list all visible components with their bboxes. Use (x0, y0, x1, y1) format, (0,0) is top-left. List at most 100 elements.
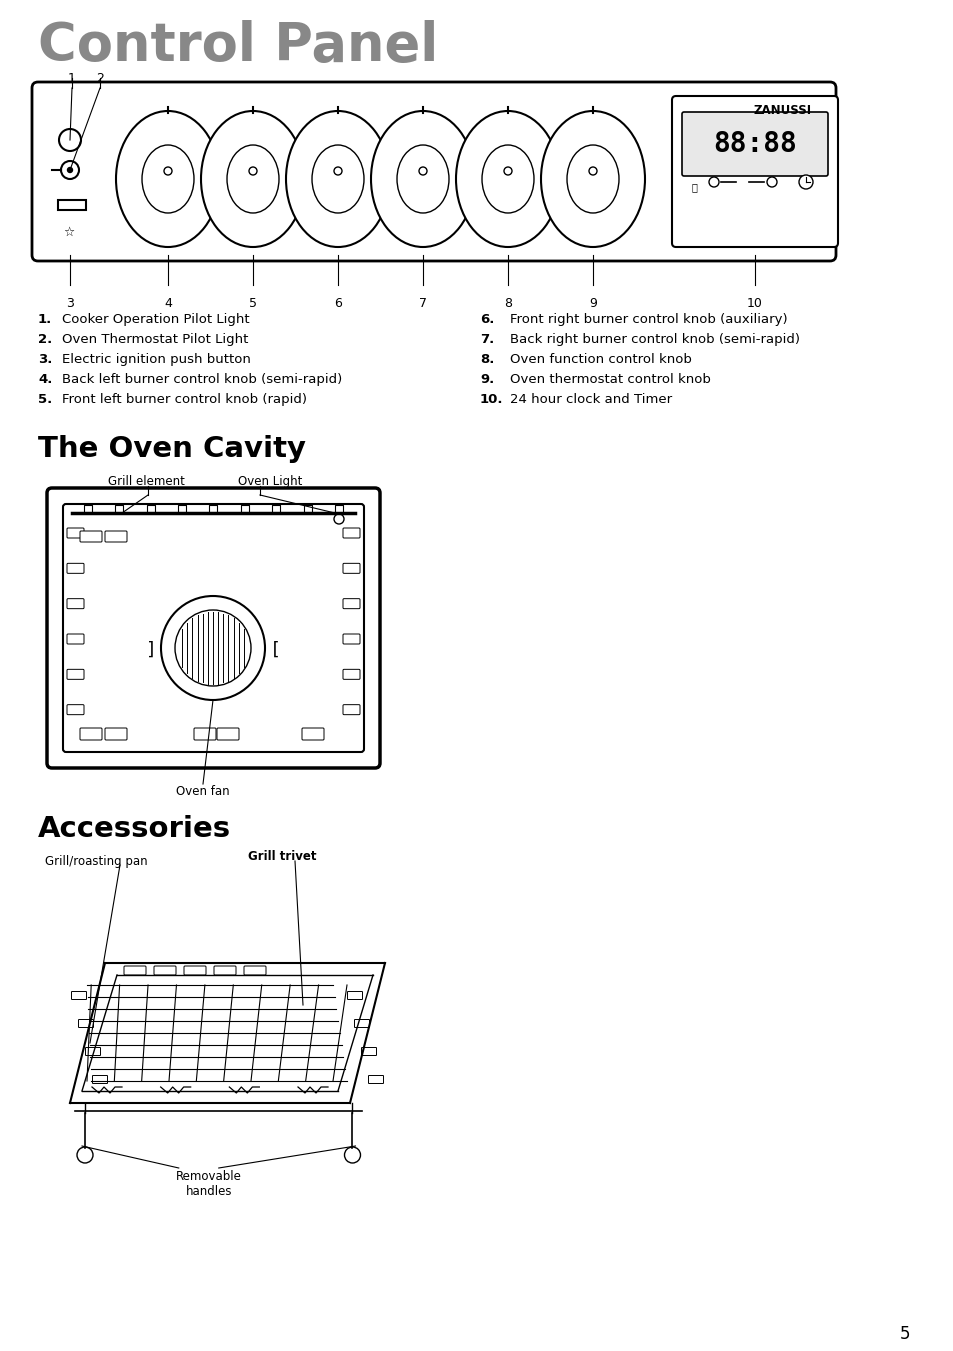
Text: 🔔: 🔔 (690, 182, 697, 192)
Text: Back right burner control knob (semi-rapid): Back right burner control knob (semi-rap… (510, 332, 800, 346)
Text: 4: 4 (164, 297, 172, 309)
Text: 10.: 10. (479, 393, 503, 407)
FancyBboxPatch shape (86, 1047, 100, 1055)
Text: Oven Light: Oven Light (237, 476, 302, 488)
Text: 6.: 6. (479, 313, 494, 326)
FancyBboxPatch shape (80, 728, 102, 740)
Circle shape (503, 168, 512, 176)
Text: Accessories: Accessories (38, 815, 231, 843)
FancyBboxPatch shape (67, 528, 84, 538)
Text: Control Panel: Control Panel (38, 20, 437, 72)
Text: Cooker Operation Pilot Light: Cooker Operation Pilot Light (62, 313, 250, 326)
Text: Back left burner control knob (semi-rapid): Back left burner control knob (semi-rapi… (62, 373, 342, 386)
Text: 24 hour clock and Timer: 24 hour clock and Timer (510, 393, 672, 407)
Circle shape (766, 177, 776, 186)
FancyBboxPatch shape (347, 992, 362, 1000)
Text: 2: 2 (96, 72, 104, 85)
FancyBboxPatch shape (32, 82, 835, 261)
FancyBboxPatch shape (92, 1075, 108, 1084)
FancyBboxPatch shape (67, 669, 84, 680)
Text: 7: 7 (418, 297, 427, 309)
Text: Grill element: Grill element (108, 476, 185, 488)
Text: 1: 1 (68, 72, 76, 85)
Circle shape (334, 513, 344, 524)
FancyBboxPatch shape (184, 966, 206, 975)
FancyBboxPatch shape (343, 669, 359, 680)
Text: 2.: 2. (38, 332, 52, 346)
Circle shape (344, 1147, 360, 1163)
Ellipse shape (116, 111, 220, 247)
Text: ZANUSSI: ZANUSSI (753, 104, 811, 118)
FancyBboxPatch shape (213, 966, 235, 975)
FancyBboxPatch shape (343, 563, 359, 573)
FancyBboxPatch shape (343, 598, 359, 609)
Text: Oven thermostat control knob: Oven thermostat control knob (510, 373, 710, 386)
Circle shape (249, 168, 256, 176)
FancyBboxPatch shape (78, 1020, 93, 1028)
Ellipse shape (201, 111, 305, 247)
Circle shape (418, 168, 427, 176)
Text: ]: ] (146, 640, 156, 659)
Ellipse shape (566, 145, 618, 213)
Text: 9: 9 (588, 297, 597, 309)
Text: Grill/roasting pan: Grill/roasting pan (45, 855, 148, 867)
FancyBboxPatch shape (71, 992, 87, 1000)
Text: 5: 5 (249, 297, 256, 309)
Text: Removable
handles: Removable handles (175, 1170, 241, 1198)
Text: 6: 6 (334, 297, 341, 309)
Circle shape (68, 168, 72, 173)
FancyBboxPatch shape (343, 634, 359, 644)
FancyBboxPatch shape (355, 1020, 369, 1028)
Circle shape (61, 161, 79, 178)
FancyBboxPatch shape (302, 728, 324, 740)
Text: The Oven Cavity: The Oven Cavity (38, 435, 306, 463)
Circle shape (77, 1147, 92, 1163)
Text: 5: 5 (899, 1325, 909, 1343)
FancyBboxPatch shape (368, 1075, 383, 1084)
Ellipse shape (227, 145, 278, 213)
Ellipse shape (456, 111, 559, 247)
FancyBboxPatch shape (244, 966, 266, 975)
Text: 3: 3 (66, 297, 74, 309)
FancyBboxPatch shape (63, 504, 364, 753)
Circle shape (164, 168, 172, 176)
Text: [: [ (270, 640, 280, 659)
Text: ☆: ☆ (63, 226, 74, 239)
Ellipse shape (142, 145, 193, 213)
FancyBboxPatch shape (343, 528, 359, 538)
Ellipse shape (286, 111, 390, 247)
Text: 7.: 7. (479, 332, 494, 346)
Text: 4.: 4. (38, 373, 52, 386)
FancyBboxPatch shape (124, 966, 146, 975)
FancyBboxPatch shape (216, 728, 239, 740)
Text: 8: 8 (503, 297, 512, 309)
FancyBboxPatch shape (105, 531, 127, 542)
FancyBboxPatch shape (343, 705, 359, 715)
Ellipse shape (312, 145, 364, 213)
FancyBboxPatch shape (67, 563, 84, 573)
Bar (58, 200, 86, 209)
Circle shape (174, 611, 251, 686)
Text: 9.: 9. (479, 373, 494, 386)
Text: Oven fan: Oven fan (176, 785, 230, 798)
Circle shape (161, 596, 265, 700)
FancyBboxPatch shape (80, 531, 102, 542)
FancyBboxPatch shape (67, 705, 84, 715)
Text: 3.: 3. (38, 353, 52, 366)
Circle shape (799, 176, 812, 189)
Text: Electric ignition push button: Electric ignition push button (62, 353, 251, 366)
FancyBboxPatch shape (67, 598, 84, 609)
FancyBboxPatch shape (105, 728, 127, 740)
Text: Oven Thermostat Pilot Light: Oven Thermostat Pilot Light (62, 332, 248, 346)
Text: 5.: 5. (38, 393, 52, 407)
FancyBboxPatch shape (361, 1047, 376, 1055)
FancyBboxPatch shape (153, 966, 175, 975)
Ellipse shape (371, 111, 475, 247)
Text: 10: 10 (746, 297, 762, 309)
Text: 88:88: 88:88 (713, 130, 796, 158)
Circle shape (708, 177, 719, 186)
Text: 8.: 8. (479, 353, 494, 366)
Circle shape (334, 168, 341, 176)
FancyBboxPatch shape (47, 488, 379, 767)
Text: Grill trivet: Grill trivet (248, 850, 316, 863)
